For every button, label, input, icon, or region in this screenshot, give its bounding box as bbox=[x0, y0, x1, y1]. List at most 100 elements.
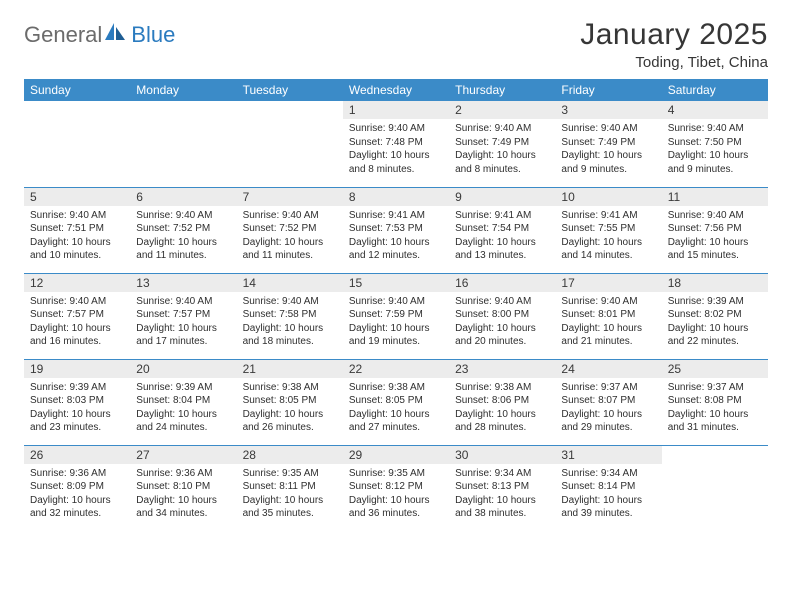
sunrise-line: Sunrise: 9:40 AM bbox=[243, 209, 337, 223]
logo-text-blue: Blue bbox=[131, 22, 175, 48]
daylight-line: Daylight: 10 hours and 23 minutes. bbox=[30, 408, 124, 435]
day-body: Sunrise: 9:40 AMSunset: 8:01 PMDaylight:… bbox=[555, 292, 661, 353]
day-body: Sunrise: 9:39 AMSunset: 8:04 PMDaylight:… bbox=[130, 378, 236, 439]
day-number: 6 bbox=[130, 188, 236, 206]
sunrise-line: Sunrise: 9:39 AM bbox=[668, 295, 762, 309]
daylight-line: Daylight: 10 hours and 27 minutes. bbox=[349, 408, 443, 435]
sunrise-line: Sunrise: 9:40 AM bbox=[349, 295, 443, 309]
day-number: 13 bbox=[130, 274, 236, 292]
logo-text-general: General bbox=[24, 22, 102, 48]
sunrise-line: Sunrise: 9:40 AM bbox=[455, 295, 549, 309]
daylight-line: Daylight: 10 hours and 11 minutes. bbox=[243, 236, 337, 263]
sunset-line: Sunset: 7:49 PM bbox=[561, 136, 655, 150]
calendar-cell: 9Sunrise: 9:41 AMSunset: 7:54 PMDaylight… bbox=[449, 187, 555, 273]
day-number: 31 bbox=[555, 446, 661, 464]
calendar-row: 19Sunrise: 9:39 AMSunset: 8:03 PMDayligh… bbox=[24, 359, 768, 445]
calendar-cell: 20Sunrise: 9:39 AMSunset: 8:04 PMDayligh… bbox=[130, 359, 236, 445]
calendar-cell: 12Sunrise: 9:40 AMSunset: 7:57 PMDayligh… bbox=[24, 273, 130, 359]
sail-icon bbox=[105, 23, 127, 48]
sunrise-line: Sunrise: 9:39 AM bbox=[136, 381, 230, 395]
calendar-cell: 18Sunrise: 9:39 AMSunset: 8:02 PMDayligh… bbox=[662, 273, 768, 359]
day-body: Sunrise: 9:35 AMSunset: 8:12 PMDaylight:… bbox=[343, 464, 449, 525]
calendar-cell: 15Sunrise: 9:40 AMSunset: 7:59 PMDayligh… bbox=[343, 273, 449, 359]
calendar-table: SundayMondayTuesdayWednesdayThursdayFrid… bbox=[24, 79, 768, 531]
sunset-line: Sunset: 8:11 PM bbox=[243, 480, 337, 494]
day-number: 4 bbox=[662, 101, 768, 119]
calendar-row: 26Sunrise: 9:36 AMSunset: 8:09 PMDayligh… bbox=[24, 445, 768, 531]
daylight-line: Daylight: 10 hours and 31 minutes. bbox=[668, 408, 762, 435]
sunrise-line: Sunrise: 9:40 AM bbox=[30, 295, 124, 309]
day-number: 15 bbox=[343, 274, 449, 292]
logo: General Blue bbox=[24, 22, 175, 48]
daylight-line: Daylight: 10 hours and 39 minutes. bbox=[561, 494, 655, 521]
daylight-line: Daylight: 10 hours and 26 minutes. bbox=[243, 408, 337, 435]
daylight-line: Daylight: 10 hours and 36 minutes. bbox=[349, 494, 443, 521]
sunset-line: Sunset: 7:59 PM bbox=[349, 308, 443, 322]
sunrise-line: Sunrise: 9:40 AM bbox=[561, 122, 655, 136]
day-header: Sunday bbox=[24, 79, 130, 101]
day-number: 5 bbox=[24, 188, 130, 206]
calendar-cell: 29Sunrise: 9:35 AMSunset: 8:12 PMDayligh… bbox=[343, 445, 449, 531]
daylight-line: Daylight: 10 hours and 17 minutes. bbox=[136, 322, 230, 349]
sunset-line: Sunset: 7:48 PM bbox=[349, 136, 443, 150]
day-body: Sunrise: 9:40 AMSunset: 7:52 PMDaylight:… bbox=[237, 206, 343, 267]
calendar-cell: 24Sunrise: 9:37 AMSunset: 8:07 PMDayligh… bbox=[555, 359, 661, 445]
sunset-line: Sunset: 7:52 PM bbox=[243, 222, 337, 236]
calendar-cell: 7Sunrise: 9:40 AMSunset: 7:52 PMDaylight… bbox=[237, 187, 343, 273]
sunrise-line: Sunrise: 9:35 AM bbox=[349, 467, 443, 481]
daylight-line: Daylight: 10 hours and 8 minutes. bbox=[455, 149, 549, 176]
daylight-line: Daylight: 10 hours and 8 minutes. bbox=[349, 149, 443, 176]
day-body: Sunrise: 9:38 AMSunset: 8:06 PMDaylight:… bbox=[449, 378, 555, 439]
sunrise-line: Sunrise: 9:41 AM bbox=[455, 209, 549, 223]
sunrise-line: Sunrise: 9:37 AM bbox=[668, 381, 762, 395]
calendar-cell: 5Sunrise: 9:40 AMSunset: 7:51 PMDaylight… bbox=[24, 187, 130, 273]
calendar-row: 5Sunrise: 9:40 AMSunset: 7:51 PMDaylight… bbox=[24, 187, 768, 273]
calendar-cell: 8Sunrise: 9:41 AMSunset: 7:53 PMDaylight… bbox=[343, 187, 449, 273]
day-body: Sunrise: 9:34 AMSunset: 8:13 PMDaylight:… bbox=[449, 464, 555, 525]
calendar-cell: 11Sunrise: 9:40 AMSunset: 7:56 PMDayligh… bbox=[662, 187, 768, 273]
day-number: 21 bbox=[237, 360, 343, 378]
calendar-cell bbox=[130, 101, 236, 187]
sunset-line: Sunset: 8:14 PM bbox=[561, 480, 655, 494]
day-body: Sunrise: 9:40 AMSunset: 7:51 PMDaylight:… bbox=[24, 206, 130, 267]
header: General Blue January 2025 Toding, Tibet,… bbox=[24, 18, 768, 71]
day-header: Monday bbox=[130, 79, 236, 101]
day-number: 30 bbox=[449, 446, 555, 464]
calendar-cell: 2Sunrise: 9:40 AMSunset: 7:49 PMDaylight… bbox=[449, 101, 555, 187]
calendar-cell bbox=[24, 101, 130, 187]
day-body: Sunrise: 9:40 AMSunset: 7:58 PMDaylight:… bbox=[237, 292, 343, 353]
sunset-line: Sunset: 7:50 PM bbox=[668, 136, 762, 150]
sunrise-line: Sunrise: 9:39 AM bbox=[30, 381, 124, 395]
sunrise-line: Sunrise: 9:40 AM bbox=[668, 122, 762, 136]
calendar-cell: 10Sunrise: 9:41 AMSunset: 7:55 PMDayligh… bbox=[555, 187, 661, 273]
sunset-line: Sunset: 8:05 PM bbox=[243, 394, 337, 408]
sunrise-line: Sunrise: 9:35 AM bbox=[243, 467, 337, 481]
sunset-line: Sunset: 8:12 PM bbox=[349, 480, 443, 494]
day-number: 1 bbox=[343, 101, 449, 119]
sunset-line: Sunset: 8:05 PM bbox=[349, 394, 443, 408]
daylight-line: Daylight: 10 hours and 9 minutes. bbox=[668, 149, 762, 176]
calendar-body: 1Sunrise: 9:40 AMSunset: 7:48 PMDaylight… bbox=[24, 101, 768, 531]
sunrise-line: Sunrise: 9:41 AM bbox=[349, 209, 443, 223]
day-body: Sunrise: 9:41 AMSunset: 7:55 PMDaylight:… bbox=[555, 206, 661, 267]
sunrise-line: Sunrise: 9:38 AM bbox=[243, 381, 337, 395]
day-number: 16 bbox=[449, 274, 555, 292]
calendar-cell: 30Sunrise: 9:34 AMSunset: 8:13 PMDayligh… bbox=[449, 445, 555, 531]
day-body: Sunrise: 9:40 AMSunset: 7:56 PMDaylight:… bbox=[662, 206, 768, 267]
day-header: Saturday bbox=[662, 79, 768, 101]
calendar-cell: 19Sunrise: 9:39 AMSunset: 8:03 PMDayligh… bbox=[24, 359, 130, 445]
sunrise-line: Sunrise: 9:38 AM bbox=[455, 381, 549, 395]
sunrise-line: Sunrise: 9:38 AM bbox=[349, 381, 443, 395]
calendar-cell: 17Sunrise: 9:40 AMSunset: 8:01 PMDayligh… bbox=[555, 273, 661, 359]
day-number: 17 bbox=[555, 274, 661, 292]
day-body: Sunrise: 9:40 AMSunset: 7:50 PMDaylight:… bbox=[662, 119, 768, 180]
day-body: Sunrise: 9:34 AMSunset: 8:14 PMDaylight:… bbox=[555, 464, 661, 525]
day-number: 25 bbox=[662, 360, 768, 378]
daylight-line: Daylight: 10 hours and 14 minutes. bbox=[561, 236, 655, 263]
daylight-line: Daylight: 10 hours and 21 minutes. bbox=[561, 322, 655, 349]
calendar-cell: 4Sunrise: 9:40 AMSunset: 7:50 PMDaylight… bbox=[662, 101, 768, 187]
sunset-line: Sunset: 8:04 PM bbox=[136, 394, 230, 408]
day-header: Thursday bbox=[449, 79, 555, 101]
day-number: 2 bbox=[449, 101, 555, 119]
sunrise-line: Sunrise: 9:40 AM bbox=[561, 295, 655, 309]
